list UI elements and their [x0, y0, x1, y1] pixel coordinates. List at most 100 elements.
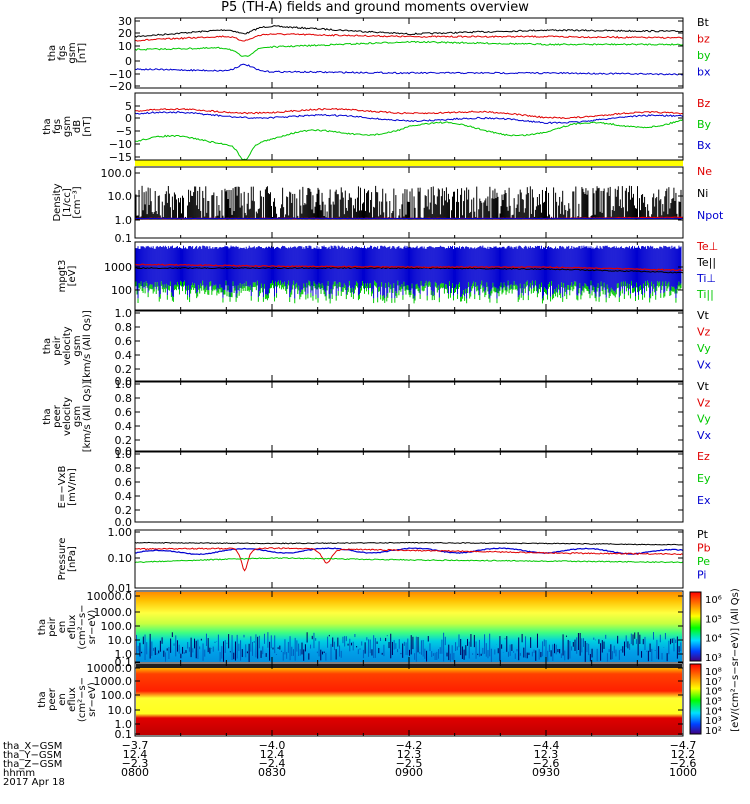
ion-noise-bar: [580, 633, 581, 656]
ion-noise-bar: [247, 651, 248, 653]
ytick-label: 100.0: [101, 689, 133, 702]
ion-noise-bar: [155, 647, 156, 655]
ion-noise-bar: [310, 645, 311, 649]
colorbar-tick-label: 10⁴: [705, 634, 722, 645]
ion-noise-bar: [221, 646, 222, 658]
colorbar-label: [eV/(cm²−s−sr−eV)] (All Qs): [730, 588, 741, 732]
ion-noise-bar: [319, 641, 320, 656]
ytick-label: 0.1: [115, 232, 133, 245]
ion-noise-bar: [394, 640, 395, 650]
ytick-label: −10: [109, 138, 132, 151]
ion-noise-bar: [160, 641, 161, 652]
ion-noise-bar: [158, 651, 159, 654]
legend-label-te: Te⊥: [696, 240, 718, 253]
ion-noise-bar: [337, 638, 338, 647]
ion-noise-bar: [494, 649, 495, 654]
ytick-label: 0.4: [115, 349, 133, 362]
ion-noise-bar: [378, 648, 379, 653]
ion-noise-bar: [643, 639, 644, 644]
ion-noise-bar: [402, 644, 403, 658]
series-Pe: [135, 558, 683, 563]
ion-noise-bar: [542, 641, 543, 656]
ion-noise-bar: [175, 635, 176, 656]
ion-noise-bar: [506, 636, 507, 652]
ytick-label: 0: [125, 55, 132, 68]
ion-noise-bar: [530, 637, 531, 648]
legend-label-ey: Ey: [697, 472, 711, 485]
ion-noise-bar: [448, 645, 449, 660]
ion-noise-bar: [361, 641, 362, 645]
ion-noise-bar: [452, 645, 453, 660]
ephemeris-value: 0930: [532, 766, 560, 779]
ion-noise-bar: [568, 640, 569, 660]
ion-noise-bar: [243, 635, 244, 638]
ion-noise-bar: [464, 650, 465, 660]
ion-noise-bar: [138, 646, 139, 652]
ion-noise-bar: [278, 647, 279, 649]
ion-noise-bar: [237, 635, 238, 659]
ion-noise-bar: [300, 649, 301, 655]
ion-noise-bar: [440, 647, 441, 654]
legend-label-pt: Pt: [697, 528, 709, 541]
ytick-label: 1000.0: [94, 675, 133, 688]
ion-noise-bar: [522, 634, 523, 642]
ion-noise-bar: [380, 638, 381, 641]
ion-noise-bar: [371, 649, 372, 655]
ytick-label: 0.8: [115, 392, 133, 405]
ion-noise-bar: [424, 649, 425, 659]
ion-noise-bar: [233, 653, 234, 660]
panel-ylabel: [nPa]: [67, 546, 78, 572]
ion-noise-bar: [593, 638, 594, 640]
ion-noise-bar: [508, 652, 509, 657]
legend-label-ne: Ne: [697, 165, 712, 178]
panel-ylabel: sr−eV): [87, 682, 98, 717]
ion-noise-bar: [544, 639, 545, 646]
ion-noise-bar: [653, 632, 654, 640]
ion-noise-bar: [196, 641, 197, 659]
ion-noise-bar: [179, 645, 180, 654]
ion-noise-bar: [308, 653, 309, 659]
ion-noise-bar: [597, 649, 598, 661]
ion-noise-bar: [612, 651, 613, 659]
ion-noise-bar: [465, 645, 466, 655]
ion-noise-bar: [672, 639, 673, 643]
ion-noise-bar: [252, 642, 253, 656]
ion-noise-bar: [660, 635, 661, 643]
ion-noise-bar: [238, 644, 239, 651]
ion-noise-bar: [535, 650, 536, 660]
ion-noise-bar: [428, 636, 429, 642]
ion-noise-bar: [351, 643, 352, 646]
ion-noise-bar: [457, 646, 458, 650]
panel-ylabel: [mV/m]: [67, 468, 78, 506]
ion-noise-bar: [182, 647, 183, 654]
ion-noise-bar: [249, 644, 250, 662]
ion-noise-bar: [499, 636, 500, 661]
ion-noise-bar: [331, 644, 332, 660]
ion-noise-bar: [295, 638, 296, 661]
ion-noise-bar: [627, 641, 628, 648]
ion-noise-bar: [192, 648, 193, 652]
electron-spectrogram: [136, 664, 682, 735]
ion-noise-bar: [230, 651, 231, 652]
ion-noise-bar: [305, 644, 306, 651]
ion-noise-bar: [191, 638, 192, 657]
ion-noise-bar: [527, 653, 528, 659]
ion-noise-bar: [313, 633, 314, 648]
ion-noise-bar: [136, 635, 137, 654]
ion-noise-bar: [546, 640, 547, 657]
ion-noise-bar: [617, 636, 618, 644]
ion-noise-bar: [370, 640, 371, 654]
ion-noise-bar: [648, 651, 649, 661]
ion-noise-bar: [290, 636, 291, 660]
ion-noise-bar: [404, 642, 405, 646]
ion-noise-bar: [255, 634, 256, 657]
ion-noise-bar: [199, 646, 200, 649]
ytick-label: 20: [118, 27, 132, 40]
ion-noise-bar: [327, 637, 328, 648]
ion-noise-bar: [445, 637, 446, 645]
ion-noise-bar: [668, 641, 669, 655]
ion-noise-bar: [322, 652, 323, 655]
ion-noise-bar: [281, 651, 282, 652]
ion-noise-bar: [598, 639, 599, 644]
ion-noise-bar: [397, 649, 398, 652]
